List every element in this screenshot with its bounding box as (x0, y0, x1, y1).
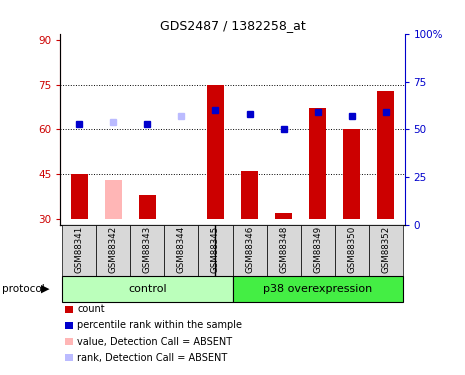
Bar (335, 225, 369, 276)
Bar (369, 225, 403, 276)
Bar (164, 225, 199, 276)
Text: GSM88348: GSM88348 (279, 226, 288, 273)
Bar (275, 213, 292, 219)
Bar (207, 84, 224, 219)
Bar (232, 276, 403, 302)
Text: GSM88344: GSM88344 (177, 226, 186, 273)
Text: GSM88342: GSM88342 (109, 226, 118, 273)
Bar (266, 225, 301, 276)
Bar (62, 276, 232, 302)
Text: control: control (128, 284, 166, 294)
Bar (241, 171, 258, 219)
Text: count: count (77, 304, 105, 314)
Bar (130, 225, 164, 276)
Bar (71, 174, 88, 219)
Text: ▶: ▶ (41, 284, 49, 294)
Bar (343, 129, 360, 219)
Text: GSM88345: GSM88345 (211, 226, 220, 273)
Bar (62, 225, 96, 276)
Bar (377, 90, 394, 219)
Text: GSM88349: GSM88349 (313, 226, 322, 273)
Text: p38 overexpression: p38 overexpression (263, 284, 372, 294)
Text: GDS2487 / 1382258_at: GDS2487 / 1382258_at (159, 19, 306, 32)
Bar (139, 195, 156, 219)
Text: GSM88346: GSM88346 (245, 226, 254, 273)
Text: percentile rank within the sample: percentile rank within the sample (77, 321, 242, 330)
Bar (309, 108, 326, 219)
Bar (232, 225, 266, 276)
Text: GSM88350: GSM88350 (347, 226, 356, 273)
Text: GSM88343: GSM88343 (143, 226, 152, 273)
Text: GSM88352: GSM88352 (381, 226, 390, 273)
Text: rank, Detection Call = ABSENT: rank, Detection Call = ABSENT (77, 353, 227, 363)
Bar (105, 180, 122, 219)
Bar (301, 225, 335, 276)
Text: protocol: protocol (2, 284, 45, 294)
Bar (96, 225, 130, 276)
Bar (199, 225, 232, 276)
Text: GSM88341: GSM88341 (75, 226, 84, 273)
Text: value, Detection Call = ABSENT: value, Detection Call = ABSENT (77, 337, 232, 346)
